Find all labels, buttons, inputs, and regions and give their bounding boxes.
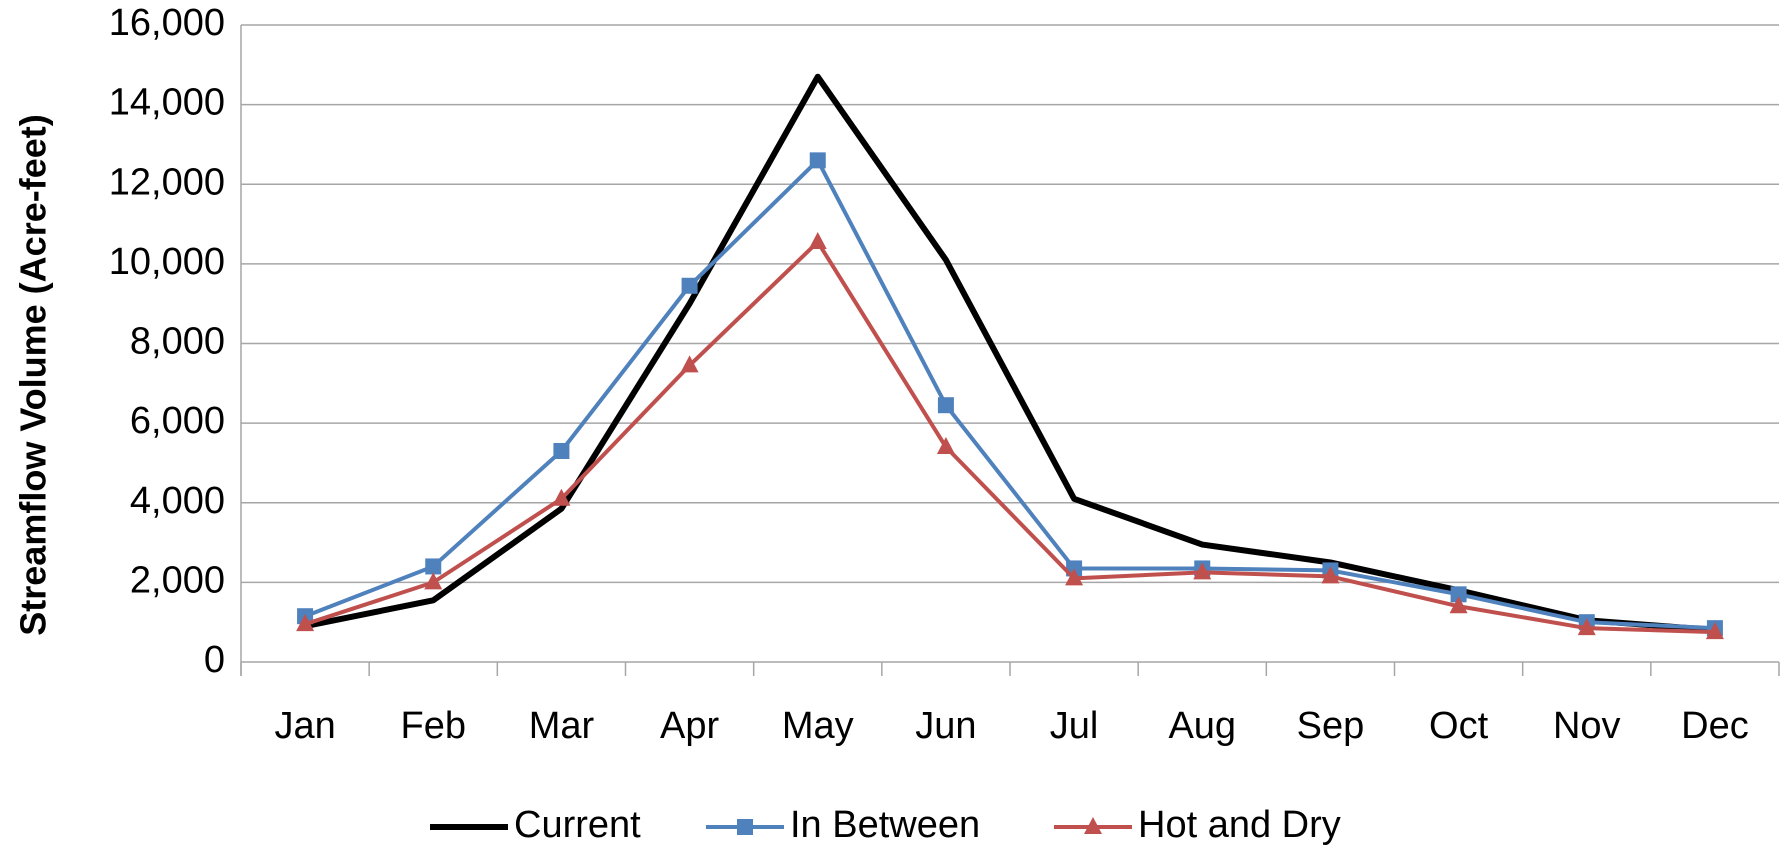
series-line xyxy=(304,158,1716,631)
marker xyxy=(424,572,443,590)
marker xyxy=(1193,562,1212,580)
legend-label: Hot and Dry xyxy=(1138,804,1341,846)
y-tick-label: 14,000 xyxy=(109,82,225,124)
marker xyxy=(553,442,570,459)
marker xyxy=(937,397,954,414)
series-line xyxy=(304,73,1716,634)
marker xyxy=(1449,596,1468,614)
x-tick-label: Jan xyxy=(274,705,335,747)
y-axis-label: Streamflow Volume (Acre-feet) xyxy=(13,114,54,635)
marker xyxy=(1705,622,1724,640)
x-tick-label: Apr xyxy=(660,705,719,747)
y-tick-label: 10,000 xyxy=(109,241,225,283)
x-tick-label: Aug xyxy=(1168,705,1236,747)
y-tick-label: 6,000 xyxy=(130,400,225,442)
y-tick-label: 2,000 xyxy=(130,559,225,601)
y-tick-label: 8,000 xyxy=(130,321,225,363)
x-tick-label: Sep xyxy=(1297,705,1365,747)
marker xyxy=(808,231,827,249)
marker xyxy=(681,277,698,294)
marker xyxy=(1321,566,1340,584)
marker xyxy=(552,488,571,506)
y-tick-label: 16,000 xyxy=(109,2,225,44)
marker xyxy=(296,614,315,632)
marker xyxy=(1450,586,1467,603)
legend-label: Current xyxy=(514,804,641,846)
x-tick-label: Feb xyxy=(401,705,466,747)
x-tick-label: Jun xyxy=(915,705,976,747)
legend-marker xyxy=(737,819,753,835)
marker xyxy=(936,437,955,455)
series-line xyxy=(304,239,1715,635)
marker xyxy=(425,558,442,575)
x-tick-label: Dec xyxy=(1681,705,1749,747)
y-tick-label: 12,000 xyxy=(109,161,225,203)
x-tick-label: Mar xyxy=(529,705,595,747)
y-tick-label: 4,000 xyxy=(130,480,225,522)
y-tick-label: 0 xyxy=(204,639,225,681)
x-tick-label: Nov xyxy=(1553,705,1621,747)
x-tick-label: Oct xyxy=(1429,705,1489,747)
marker xyxy=(1577,618,1596,636)
x-tick-label: May xyxy=(782,705,854,747)
marker xyxy=(680,355,699,373)
legend-label: In Between xyxy=(790,804,980,846)
x-tick-label: Jul xyxy=(1050,705,1099,747)
marker xyxy=(1065,568,1084,586)
legend-marker xyxy=(1084,817,1102,834)
marker xyxy=(809,152,826,169)
